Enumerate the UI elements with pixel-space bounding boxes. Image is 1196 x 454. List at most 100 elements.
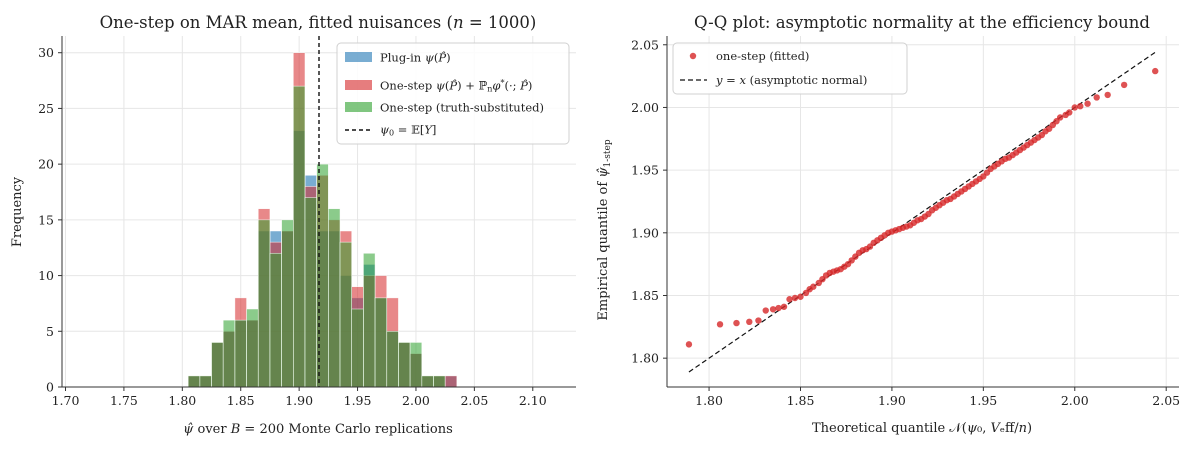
histogram-legend-label-onestep: One-step ψ(P̂) + ℙnφ*(·; P̂) — [380, 79, 532, 94]
qq-point — [1152, 67, 1159, 75]
histogram-bar — [374, 297, 388, 388]
histogram-legend-box — [336, 42, 570, 145]
qq-ytick-label: 1.85 — [631, 288, 659, 303]
qq-legend-box — [672, 42, 908, 95]
qq-point — [810, 283, 817, 290]
histogram-bar — [269, 252, 282, 388]
qq-axes — [666, 36, 1179, 388]
qq-ylabel: Empirical quantile of ψ̂1-step — [596, 139, 613, 320]
histogram-bar — [257, 219, 271, 388]
histogram-ylabel: Frequency — [10, 176, 25, 247]
qq-point — [797, 293, 804, 300]
qq-ytick-label: 1.90 — [631, 225, 659, 240]
histogram-legend-label-plugin: Plug-in ψ(P̂) — [380, 51, 451, 65]
histogram-xtick-label: 1.90 — [285, 393, 313, 408]
qq-legend-label-identity: y = x (asymptotic normal) — [715, 73, 867, 87]
qq-point — [1077, 103, 1084, 110]
qq-identity-line — [688, 51, 1156, 373]
histogram-ytick-label: 30 — [38, 45, 54, 60]
histogram-xtick-label: 2.05 — [460, 393, 488, 408]
histogram-xtick-label: 2.10 — [519, 393, 547, 408]
histogram-bar — [187, 375, 201, 388]
qq-title: Q-Q plot: asymptotic normality at the ef… — [694, 13, 1150, 32]
qq-point — [746, 318, 753, 326]
histogram-bar — [246, 308, 259, 388]
qq-point — [791, 294, 799, 302]
qq-reference-line — [688, 51, 1156, 373]
qq-point — [1084, 100, 1091, 107]
histogram-panel: One-step on MAR mean, fitted nuisances (… — [10, 13, 576, 437]
histogram-bar — [444, 375, 458, 388]
histogram-bar — [281, 219, 294, 388]
qq-ytick-label: 1.80 — [631, 351, 659, 366]
histogram-ticks: 1.70 1.75 1.80 1.85 1.90 1.95 2.00 2.05 2.10 0 5 10… — [38, 45, 547, 408]
histogram-legend-label-psi0: ψ0 = 𝔼[Y] — [380, 123, 436, 138]
histogram-xtick-label: 1.70 — [52, 393, 80, 408]
qq-point — [1056, 114, 1064, 121]
qq-legend-label-onestep: one-step (fitted) — [716, 49, 809, 63]
histogram-bar — [398, 342, 411, 388]
qq-legend: one-step (fitted) y = x (asymptotic norma… — [672, 42, 908, 95]
histogram-ytick-label: 5 — [46, 324, 54, 339]
histogram-ytick-label: 20 — [38, 157, 54, 172]
histogram-bar — [292, 85, 306, 388]
qq-xtick-label: 2.05 — [1152, 393, 1180, 408]
qq-xtick-label: 1.80 — [695, 393, 723, 408]
histogram-bar — [433, 375, 446, 388]
histogram-bar — [234, 319, 247, 388]
histogram-xtick-label: 1.75 — [110, 393, 138, 408]
qq-xtick-label: 1.90 — [878, 393, 906, 408]
histogram-bar — [339, 241, 353, 388]
histogram-bar — [328, 208, 341, 388]
histogram-ytick-label: 25 — [38, 101, 54, 116]
qq-point — [685, 341, 693, 348]
qq-ticks: 1.80 1.85 1.90 1.95 2.00 2.05 1.80 1.85 1.90 1.95… — [631, 37, 1180, 408]
qq-point — [775, 304, 782, 312]
qq-panel: Q-Q plot: asymptotic normality at the ef… — [596, 13, 1180, 436]
histogram-bar — [386, 330, 399, 388]
qq-point — [716, 321, 724, 328]
histogram-legend-swatch — [345, 102, 372, 112]
histogram-title: One-step on MAR mean, fitted nuisances (… — [100, 13, 537, 32]
histogram-bar — [211, 342, 224, 388]
histogram-bar — [351, 308, 364, 388]
qq-point — [780, 303, 788, 310]
qq-ytick-label: 2.00 — [631, 100, 659, 115]
qq-point — [1093, 94, 1100, 101]
qq-xtick-label: 1.85 — [787, 393, 815, 408]
histogram-ytick-label: 10 — [38, 268, 54, 283]
qq-ytick-label: 1.95 — [631, 163, 659, 178]
qq-point — [1120, 81, 1128, 89]
qq-points — [685, 67, 1159, 348]
histogram-xlabel: ψ̂ over B = 200 Monte Carlo replications — [183, 422, 453, 437]
qq-point — [1104, 91, 1111, 99]
histogram-legend: Plug-in ψ(P̂) One-step ψ(P̂) + ℙnφ*(·; P̂… — [336, 42, 570, 145]
qq-xtick-label: 1.95 — [969, 393, 997, 408]
histogram-bar — [421, 375, 434, 388]
histogram-xtick-label: 1.85 — [227, 393, 255, 408]
histogram-bars — [187, 52, 458, 388]
qq-point — [1071, 104, 1078, 111]
histogram-bar — [304, 197, 317, 388]
histogram-bar — [222, 319, 236, 388]
qq-xlabel: Theoretical quantile 𝒩(ψ₀, Vₑff/n) — [812, 421, 1032, 436]
histogram-xtick-label: 2.00 — [402, 393, 430, 408]
qq-point — [769, 306, 777, 313]
histogram-ytick-label: 0 — [46, 380, 54, 395]
histogram-bar — [199, 375, 212, 388]
qq-point — [755, 317, 762, 324]
histogram-bar — [409, 342, 423, 388]
qq-ytick-label: 2.05 — [631, 37, 659, 52]
qq-legend-marker — [689, 52, 697, 60]
histogram-ytick-label: 15 — [38, 212, 54, 227]
qq-point — [762, 307, 769, 314]
histogram-xtick-label: 1.80 — [168, 393, 196, 408]
histogram-legend-swatch — [345, 52, 372, 62]
qq-point — [733, 319, 740, 327]
qq-xtick-label: 2.00 — [1061, 393, 1089, 408]
histogram-axes — [61, 36, 576, 388]
histogram-legend-swatch — [345, 80, 372, 90]
histogram-bar — [363, 252, 376, 388]
histogram-legend-label-truth: One-step (truth-substituted) — [380, 101, 544, 115]
